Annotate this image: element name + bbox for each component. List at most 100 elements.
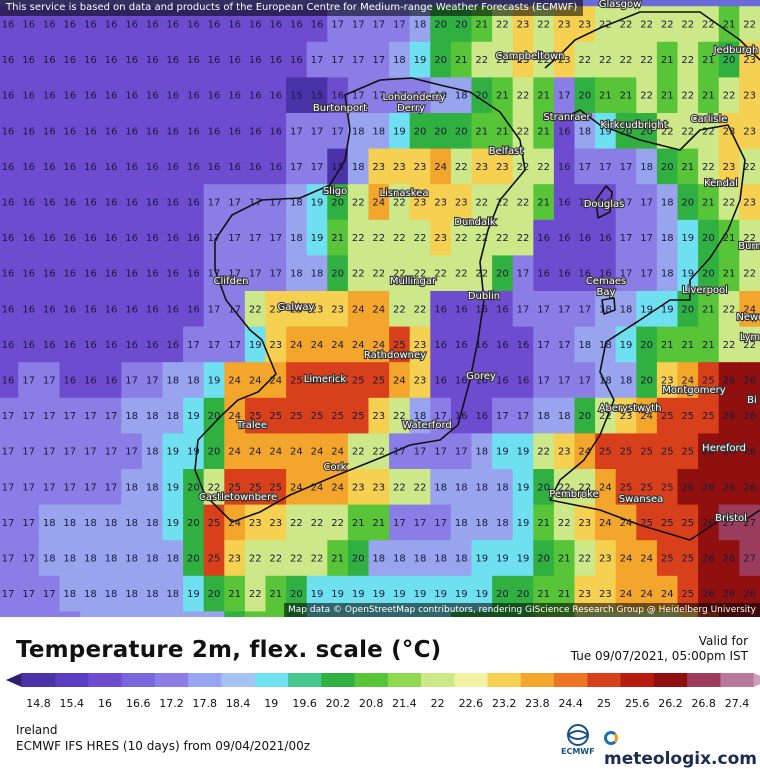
grid-value: 23 — [558, 20, 571, 31]
grid-value: 21 — [228, 589, 241, 600]
temperature-cell — [409, 255, 431, 292]
temperature-cell — [656, 41, 679, 78]
grid-value: 19 — [517, 447, 530, 458]
place-label[interactable]: Montgomery — [661, 384, 727, 397]
temperature-cell — [121, 291, 143, 328]
grid-value: 17 — [125, 376, 138, 387]
place-label[interactable]: Hereford — [701, 442, 747, 455]
temperature-map[interactable]: 16 16 16 16 16 16 16 16 16 16 16 16 16 16 16 16 17 17 17 17… — [0, 0, 760, 617]
grid-value: 17 — [63, 482, 76, 493]
grid-value: 22 — [249, 554, 262, 565]
grid-value: 18 — [661, 269, 674, 280]
place-label[interactable]: Carlisle — [689, 113, 728, 126]
place-label[interactable]: Liverpool — [681, 284, 729, 297]
temperature-cell — [677, 433, 699, 470]
temperature-cell — [59, 184, 81, 221]
place-label[interactable]: Cork — [322, 461, 347, 474]
temperature-cell — [286, 184, 308, 221]
place-label[interactable]: Bristol — [714, 512, 748, 525]
place-label[interactable]: Waterford — [401, 419, 453, 432]
temperature-cell — [512, 540, 534, 577]
temperature-cell — [450, 540, 473, 577]
grid-value: 19 — [311, 589, 324, 600]
place-label[interactable]: Douglas — [583, 198, 626, 211]
temperature-cell — [492, 575, 514, 612]
grid-value: 16 — [455, 304, 468, 315]
place-label[interactable]: Jedburgh — [712, 44, 760, 57]
grid-value: 21 — [475, 20, 488, 31]
temperature-cell — [306, 504, 328, 541]
place-label[interactable]: Londonderry — [381, 91, 446, 104]
place-label[interactable]: Sligo — [322, 185, 349, 198]
grid-value: 22 — [290, 554, 303, 565]
temperature-cell — [533, 433, 555, 470]
place-label[interactable]: Mullingar — [389, 275, 438, 288]
grid-value: 20 — [455, 126, 468, 137]
grid-value: 20 — [187, 518, 200, 529]
place-label[interactable]: Dublin — [467, 290, 501, 303]
grid-value: 16 — [578, 269, 591, 280]
temperature-cell — [739, 113, 760, 150]
grid-value: 16 — [146, 198, 159, 209]
temperature-cell — [224, 540, 246, 577]
meteologix-logo[interactable]: meteologix.com — [604, 729, 760, 769]
place-label[interactable]: Glasgow — [598, 0, 643, 11]
place-label[interactable]: Stranraer — [542, 111, 592, 124]
place-label[interactable]: Galway — [276, 301, 315, 314]
place-label[interactable]: Aberystwyth — [597, 402, 662, 415]
place-label[interactable]: Limerick — [303, 373, 348, 386]
temperature-cell — [183, 148, 205, 185]
place-label[interactable]: Clifden — [212, 275, 249, 288]
temperature-cell — [512, 397, 534, 434]
temperature-cell — [553, 362, 576, 399]
place-label[interactable]: Cemaes — [585, 275, 628, 288]
temperature-cell — [739, 41, 760, 78]
place-label[interactable]: Tralee — [235, 419, 268, 432]
grid-value: 22 — [599, 411, 612, 422]
place-label[interactable]: Gorey — [465, 370, 497, 383]
place-label[interactable]: Castletownbere — [198, 491, 278, 504]
grid-value: 18 — [187, 376, 200, 387]
place-label[interactable]: Burtonport — [312, 102, 368, 115]
place-label[interactable]: Dundalk — [453, 216, 497, 229]
place-label[interactable]: Belfast — [488, 145, 525, 158]
place-label[interactable]: Lym — [739, 331, 760, 344]
place-label[interactable]: Kendal — [703, 177, 739, 190]
place-label[interactable]: Newc — [735, 311, 760, 324]
place-label[interactable]: Kirkcudbright — [599, 119, 669, 132]
temperature-cell — [595, 255, 617, 292]
place-label[interactable]: Bi — [746, 394, 758, 407]
grid-value: 24 — [290, 340, 303, 351]
grid-value: 18 — [63, 554, 76, 565]
temperature-cell — [471, 362, 493, 399]
temperature-cell — [533, 41, 555, 78]
grid-value: 16 — [105, 162, 118, 173]
grid-value: 19 — [455, 589, 468, 600]
grid-value: 24 — [393, 376, 406, 387]
place-label[interactable]: Pembroke — [548, 488, 600, 501]
place-label[interactable]: Campbeltown — [494, 50, 565, 63]
temperature-cell — [656, 433, 679, 470]
temperature-cell — [0, 41, 19, 78]
temperature-cell — [656, 362, 679, 399]
place-label[interactable]: Burn — [737, 240, 760, 253]
grid-value: 23 — [743, 55, 756, 66]
grid-value: 16 — [22, 340, 35, 351]
place-label[interactable]: Bay — [595, 286, 616, 299]
place-label[interactable]: Derry — [396, 102, 426, 115]
scale-swatch — [21, 673, 56, 687]
grid-value: 19 — [311, 198, 324, 209]
place-label[interactable]: Rathdowney — [363, 349, 427, 362]
map-canvas[interactable]: 16 16 16 16 16 16 16 16 16 16 16 16 16 16 16 16 17 17 17 17… — [0, 0, 760, 617]
temperature-cell — [718, 540, 740, 577]
temperature-cell — [677, 6, 699, 43]
osm-attribution[interactable]: Map data © OpenStreetMap contributors, r… — [284, 603, 760, 617]
place-label[interactable]: Lisnaskea — [378, 187, 429, 200]
temperature-cell — [265, 397, 287, 434]
grid-value: 19 — [475, 589, 488, 600]
grid-value: 22 — [352, 269, 365, 280]
ecmwf-logo-icon — [567, 724, 589, 746]
grid-value: 17 — [2, 447, 15, 458]
place-label[interactable]: Swansea — [618, 493, 665, 506]
grid-value: 17 — [290, 162, 303, 173]
